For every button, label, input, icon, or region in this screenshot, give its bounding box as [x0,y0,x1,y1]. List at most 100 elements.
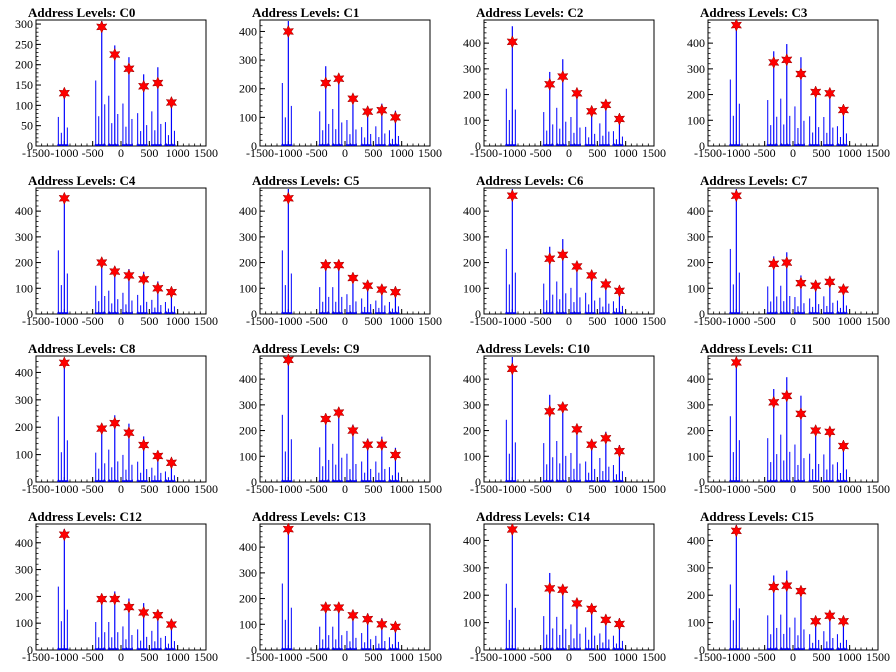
y-tick-label: 150 [15,78,33,92]
peak-marker [389,620,402,634]
y-tick-label: 100 [239,110,257,124]
y-tick-label: 400 [239,372,257,386]
x-tick-label: -1000 [274,482,302,496]
y-tick-label: 400 [463,372,481,386]
peak-marker [109,416,121,430]
x-tick-label: -1500 [246,650,274,664]
peak-marker [795,67,807,81]
x-tick-label: -1500 [470,146,498,160]
peak-marker [333,600,345,615]
peak-marker [557,400,569,415]
peak-marker [109,264,121,279]
y-tick-label: 400 [15,536,33,550]
x-tick-label: -500 [82,146,104,160]
peak-marker [795,584,807,598]
y-tick-label: 100 [687,281,705,295]
y-tick-label: 300 [687,398,705,412]
x-tick-label: -500 [754,650,776,664]
peak-marker [585,104,598,118]
x-tick-label: -1000 [498,482,526,496]
x-tick-label: -1500 [22,650,50,664]
peak-marker [544,581,556,595]
peak-marker [165,617,178,632]
x-tick-label: 0 [790,146,796,160]
peak-marker [571,422,583,436]
peak-marker [152,76,164,90]
x-tick-label: -1500 [470,482,498,496]
x-tick-label: -500 [306,650,328,664]
peak-marker [282,353,295,367]
peak-marker [320,412,332,426]
y-tick-label: 0 [27,643,33,657]
peak-marker [96,592,108,606]
x-tick-label: -500 [306,314,328,328]
peak-marker [137,605,150,620]
chart-title: Address Levels: C10 [476,341,590,356]
y-tick-label: 100 [687,449,705,463]
y-tick-label: 100 [463,113,481,127]
y-tick-label: 300 [463,398,481,412]
y-tick-label: 200 [687,88,705,102]
x-tick-label: 1000 [166,482,190,496]
y-tick-label: 400 [239,24,257,38]
x-tick-label: 500 [588,146,606,160]
x-tick-label: 0 [790,314,796,328]
chart-panel-c8: Address Levels: C8 0 100 200 300 400 -1500 -100… [15,341,218,496]
peak-marker [730,189,743,203]
peak-marker [781,579,793,593]
x-tick-label: -1000 [274,650,302,664]
y-tick-label: 0 [27,307,33,321]
peak-marker [837,614,850,628]
x-tick-label: 500 [812,650,830,664]
x-tick-label: -500 [530,314,552,328]
peak-marker [282,191,295,205]
x-tick-label: 1500 [866,146,890,160]
y-tick-label: 400 [239,204,257,218]
y-tick-label: 400 [463,36,481,50]
peak-marker [768,580,780,594]
y-tick-label: 200 [463,256,481,270]
x-tick-label: -500 [530,146,552,160]
x-tick-label: 1500 [418,314,442,328]
y-tick-label: 200 [687,424,705,438]
peak-marker [837,282,850,297]
peak-marker [58,86,71,100]
x-tick-label: 0 [118,650,124,664]
x-tick-label: -1500 [246,482,274,496]
x-tick-label: 0 [118,314,124,328]
x-tick-label: -500 [754,482,776,496]
y-tick-label: 200 [239,592,257,606]
peak-marker [109,47,121,62]
y-tick-label: 300 [239,230,257,244]
x-tick-label: -1000 [274,314,302,328]
x-tick-label: -1000 [722,146,750,160]
peak-marker [376,617,388,631]
y-tick-label: 0 [27,475,33,489]
x-tick-label: -1500 [246,314,274,328]
x-tick-label: 500 [364,314,382,328]
x-tick-label: -1000 [498,146,526,160]
peak-marker [613,617,626,631]
x-tick-label: 1000 [838,146,862,160]
chart-panel-c11: Address Levels: C11 0 100 200 300 400 -1500 -10… [687,341,890,496]
y-tick-label: 200 [463,88,481,102]
x-tick-label: 0 [342,650,348,664]
peak-marker [781,389,793,403]
x-tick-label: 1500 [194,146,218,160]
y-tick-label: 300 [687,230,705,244]
chart-title: Address Levels: C5 [252,173,360,188]
x-tick-label: 1000 [614,146,638,160]
x-tick-label: 0 [342,146,348,160]
y-tick-label: 200 [15,256,33,270]
x-tick-label: -1500 [470,650,498,664]
peak-marker [600,277,612,292]
x-tick-label: 0 [342,314,348,328]
peak-marker [600,431,612,445]
peak-marker [123,268,135,283]
y-tick-label: 100 [15,98,33,112]
x-tick-label: -1000 [50,146,78,160]
chart-panel-c12: Address Levels: C12 0 100 200 300 400 -1500 -10… [15,509,218,664]
peak-marker [361,279,374,293]
y-tick-label: 100 [15,448,33,462]
x-tick-label: -1000 [274,146,302,160]
